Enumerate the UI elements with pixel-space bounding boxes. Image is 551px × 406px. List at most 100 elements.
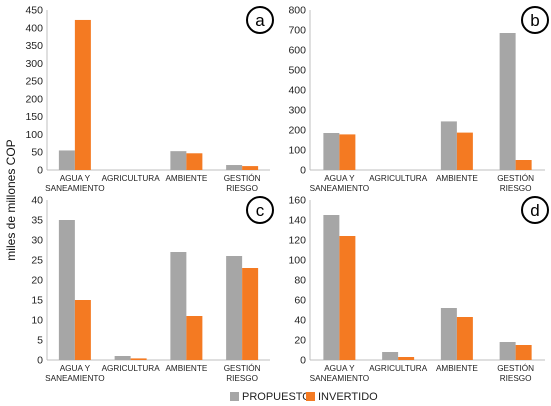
x-category-label: AGUA Y SANEAMIENTO — [45, 174, 104, 193]
y-tick-label: 100 — [288, 145, 306, 157]
legend-swatch-propuesto — [230, 392, 239, 401]
x-category-label: GESTIÓN RIESGO — [497, 173, 534, 193]
panel-badge-label: c — [256, 201, 265, 220]
y-tick-label: 700 — [288, 25, 306, 37]
x-category-label: AMBIENTE — [165, 174, 207, 183]
bar-propuesto-2 — [440, 121, 457, 170]
x-category-label: AGUA Y SANEAMIENTO — [310, 364, 369, 383]
panel-b: 0 100 200 300 400 500 600 700 800 AGUA Y SANEAMIEN… — [288, 5, 549, 193]
bar-invertido-3 — [515, 345, 532, 360]
panel-badge-label: d — [530, 201, 539, 220]
bar-invertido-2 — [456, 317, 473, 360]
panel-d: 0 20 40 60 80 100 120 140 160 AGUA Y SANEAMIENTOAG… — [288, 195, 549, 383]
x-category-label: AMBIENTE — [436, 364, 478, 373]
bar-propuesto-0 — [323, 133, 340, 170]
y-tick-label: 0 — [300, 355, 306, 367]
y-tick-label: 0 — [300, 165, 306, 177]
legend-swatch-invertido — [306, 392, 315, 401]
panel-a: 0 50 100 150 200 250 300 350 400 450 AGUA Y SANEAMI… — [25, 5, 274, 193]
x-category-label: GESTIÓN RIESGO — [224, 363, 261, 383]
y-tick-label: 5 — [37, 335, 43, 347]
panel-badge-circle — [246, 6, 274, 34]
y-axis-label: miles de millones COP — [4, 139, 18, 260]
bar-propuesto-0 — [58, 150, 75, 170]
panel-badge-circle — [521, 196, 549, 224]
panel-badge-circle — [521, 6, 549, 34]
y-tick-label: 300 — [288, 105, 306, 117]
bar-propuesto-2 — [440, 308, 457, 360]
y-tick-label: 20 — [294, 335, 306, 347]
y-tick-label: 40 — [31, 195, 43, 207]
bar-propuesto-2 — [170, 151, 187, 170]
y-tick-label: 450 — [25, 5, 43, 17]
bar-invertido-1 — [130, 358, 147, 360]
y-tick-label: 800 — [288, 5, 306, 17]
bar-invertido-2 — [456, 132, 473, 170]
y-tick-label: 120 — [288, 235, 306, 247]
y-tick-label: 20 — [31, 275, 43, 287]
y-tick-label: 140 — [288, 215, 306, 227]
y-tick-label: 400 — [288, 85, 306, 97]
panel-badge-label: a — [255, 11, 265, 30]
legend-label-propuesto: PROPUESTO — [242, 391, 311, 403]
y-tick-label: 0 — [37, 165, 43, 177]
y-tick-label: 200 — [288, 125, 306, 137]
y-tick-label: 50 — [31, 147, 43, 159]
x-category-label: AMBIENTE — [436, 174, 478, 183]
y-tick-label: 15 — [31, 295, 43, 307]
bar-propuesto-0 — [58, 220, 75, 360]
bar-invertido-2 — [186, 316, 203, 360]
x-category-label: GESTIÓN RIESGO — [497, 363, 534, 383]
panel-badge-label: b — [530, 11, 539, 30]
y-tick-label: 160 — [288, 195, 306, 207]
y-tick-label: 100 — [288, 255, 306, 267]
x-category-label: AGRICULTURA — [369, 364, 428, 373]
bar-invertido-3 — [242, 166, 259, 170]
bar-invertido-0 — [74, 300, 91, 360]
bar-propuesto-3 — [499, 33, 516, 170]
y-tick-label: 200 — [25, 93, 43, 105]
x-category-label: AGUA Y SANEAMIENTO — [310, 174, 369, 193]
x-category-label: AMBIENTE — [165, 364, 207, 373]
y-tick-label: 100 — [25, 129, 43, 141]
bar-propuesto-3 — [499, 342, 516, 360]
y-tick-label: 300 — [25, 58, 43, 70]
legend: PROPUESTO INVERTIDO — [230, 391, 378, 403]
bar-propuesto-3 — [226, 165, 243, 170]
bar-propuesto-1 — [382, 352, 399, 360]
y-tick-label: 80 — [294, 275, 306, 287]
bar-invertido-2 — [186, 153, 203, 170]
x-category-label: AGUA Y SANEAMIENTO — [45, 364, 104, 383]
y-tick-label: 40 — [294, 315, 306, 327]
y-tick-label: 150 — [25, 111, 43, 123]
y-tick-label: 400 — [25, 22, 43, 34]
x-category-label: AGRICULTURA — [369, 174, 428, 183]
y-tick-label: 25 — [31, 255, 43, 267]
y-tick-label: 600 — [288, 45, 306, 57]
legend-label-invertido: INVERTIDO — [318, 391, 378, 403]
bar-propuesto-2 — [170, 252, 187, 360]
bar-invertido-1 — [398, 357, 415, 360]
y-tick-label: 35 — [31, 215, 43, 227]
y-tick-label: 500 — [288, 65, 306, 77]
x-category-label: AGRICULTURA — [102, 174, 161, 183]
y-tick-label: 10 — [31, 315, 43, 327]
bar-invertido-3 — [515, 160, 532, 170]
bar-invertido-0 — [339, 134, 356, 170]
y-tick-label: 0 — [37, 355, 43, 367]
bar-invertido-0 — [74, 19, 91, 171]
y-tick-label: 60 — [294, 295, 306, 307]
bar-propuesto-0 — [323, 215, 340, 360]
y-tick-label: 250 — [25, 76, 43, 88]
panel-c: 0 5 10 15 20 25 30 35 40 AGUA Y SANEAMIENTOAGRICUL… — [31, 195, 274, 383]
panel-badge-circle — [246, 196, 274, 224]
bar-propuesto-3 — [226, 256, 243, 360]
x-category-label: GESTIÓN RIESGO — [224, 173, 261, 193]
x-category-label: AGRICULTURA — [102, 364, 161, 373]
y-tick-label: 350 — [25, 40, 43, 52]
bar-propuesto-1 — [114, 356, 131, 360]
bar-invertido-0 — [339, 236, 356, 360]
bar-invertido-3 — [242, 268, 259, 360]
y-tick-label: 30 — [31, 235, 43, 247]
